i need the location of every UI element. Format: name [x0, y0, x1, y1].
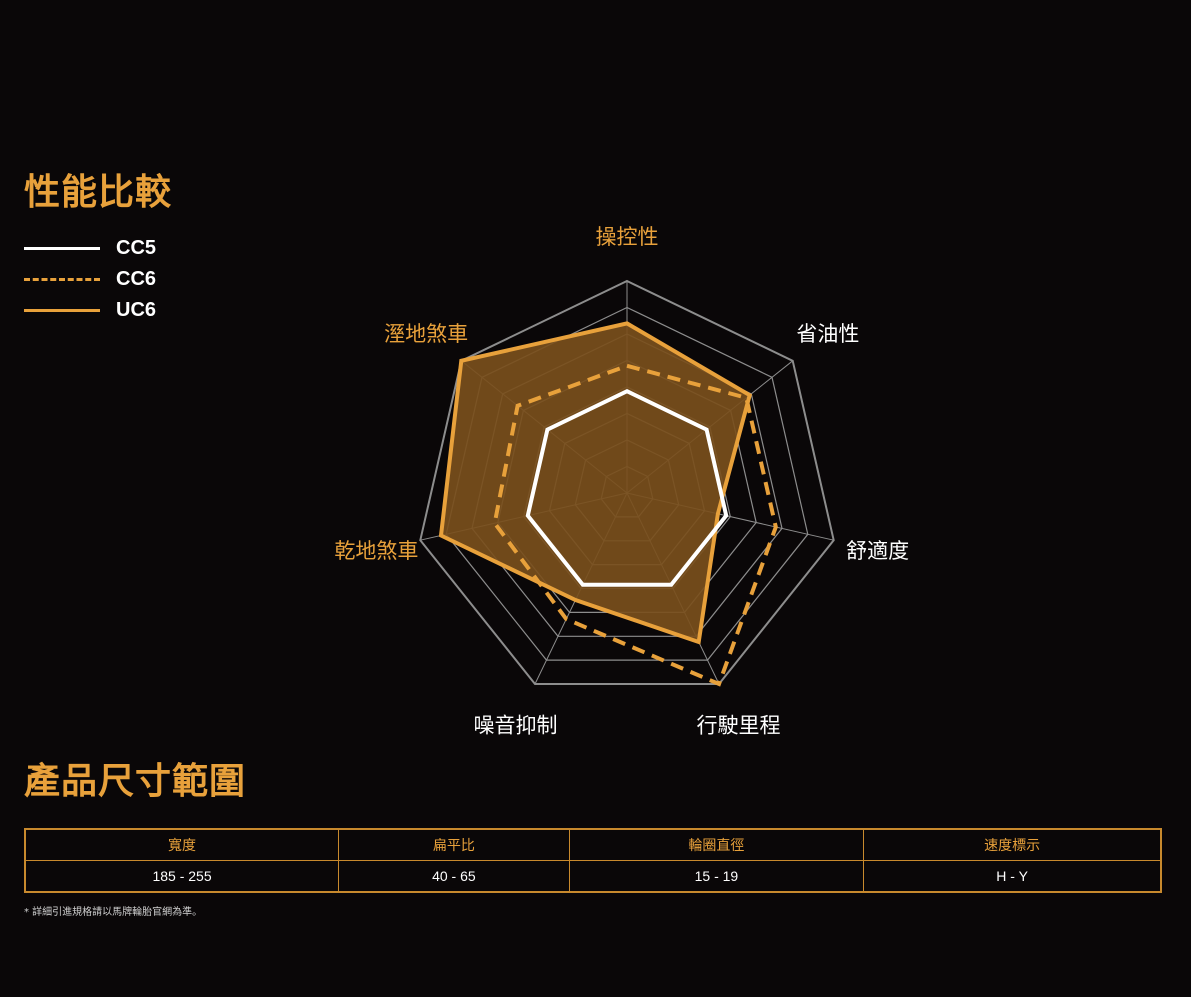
axis-label: 操控性 [596, 225, 659, 249]
table-row: 185 - 255 40 - 65 15 - 19 H - Y [24, 860, 1162, 893]
series-cc6 [492, 363, 778, 687]
axis-label: 省油性 [796, 322, 859, 346]
footnote: * 詳細引進規格請以馬牌輪胎官網為準。 [24, 907, 203, 918]
performance-title: 性能比較 [24, 172, 173, 213]
legend-swatch-solid-white [24, 247, 100, 250]
cell-rim-diameter: 15 - 19 [568, 860, 865, 893]
axis-label: 噪音抑制 [474, 714, 558, 738]
header-aspect-ratio: 扁平比 [338, 828, 570, 861]
legend-label: CC6 [116, 268, 157, 290]
size-table: 寬度 扁平比 輪圈直徑 速度標示 185 - 255 40 - 65 15 - … [24, 828, 1162, 893]
size-title: 產品尺寸範圍 [24, 761, 247, 802]
series-uc6 [438, 321, 753, 645]
legend-swatch-dashed-orange [24, 278, 100, 281]
legend-label: UC6 [116, 299, 157, 321]
legend-swatch-solid-orange [24, 309, 100, 312]
axis-label: 溼地煞車 [384, 322, 468, 346]
header-speed-rating: 速度標示 [863, 828, 1162, 861]
legend-item-uc6: UC6 [24, 295, 156, 326]
series-cc5 [525, 388, 729, 587]
axis-label: 乾地煞車 [334, 539, 418, 563]
grid-ring-8 [419, 279, 835, 685]
axis-label: 舒適度 [846, 539, 909, 563]
axis-label: 行駛里程 [697, 714, 781, 738]
chart-legend: CC5 CC6 UC6 [24, 233, 156, 326]
cell-aspect-ratio: 40 - 65 [338, 860, 570, 893]
header-width: 寬度 [24, 828, 340, 861]
legend-label: CC5 [116, 237, 157, 259]
legend-item-cc6: CC6 [24, 264, 156, 295]
cell-width: 185 - 255 [24, 860, 340, 893]
legend-item-cc5: CC5 [24, 233, 156, 264]
header-rim-diameter: 輪圈直徑 [568, 828, 865, 861]
cell-speed-rating: H - Y [863, 860, 1162, 893]
table-header-row: 寬度 扁平比 輪圈直徑 速度標示 [24, 828, 1162, 861]
